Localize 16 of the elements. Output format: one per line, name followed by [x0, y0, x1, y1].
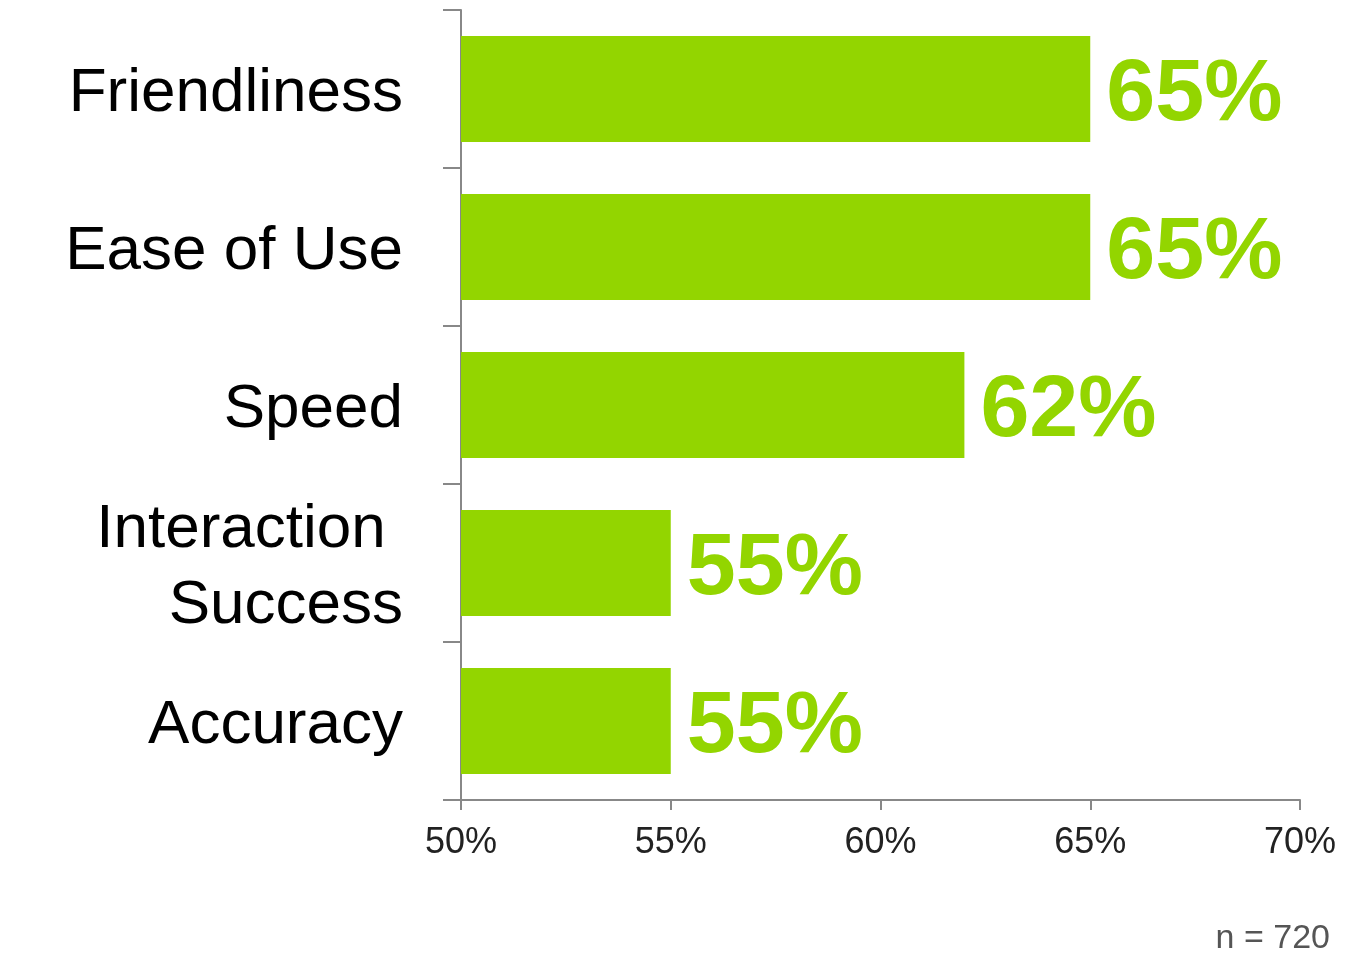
y-tick-label: Ease of Use — [65, 212, 403, 282]
x-tick-label: 60% — [844, 819, 917, 861]
y-tick-label: Accuracy — [148, 686, 403, 756]
x-tick-label: 50% — [424, 819, 498, 861]
x-tick-label: 55% — [634, 819, 707, 861]
text: n = 720 — [1215, 917, 1331, 955]
data-label: 55% — [686, 671, 863, 771]
y-tick-label: Interaction Success — [96, 490, 403, 636]
y-tick-label: Friendliness — [68, 54, 403, 124]
data-label: 65% — [1106, 197, 1283, 297]
x-tick-label: 65% — [1054, 819, 1127, 861]
x-tick-label: 70% — [1263, 819, 1337, 861]
data-label: 62% — [980, 355, 1157, 455]
y-tick-label: Speed — [223, 370, 403, 440]
data-label: 55% — [686, 513, 863, 613]
data-label: 65% — [1106, 39, 1283, 139]
